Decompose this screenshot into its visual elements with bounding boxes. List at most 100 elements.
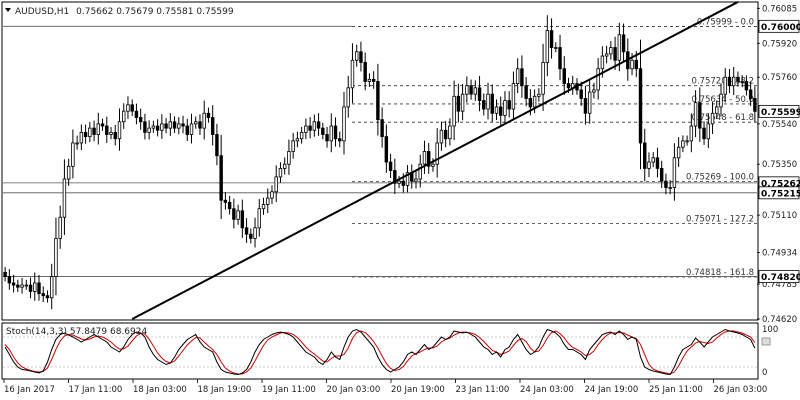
x-tick-label: 24 Jan 19:00 — [585, 385, 639, 395]
candle-body — [524, 85, 528, 99]
candle-body — [261, 204, 266, 210]
candle-body — [155, 125, 160, 131]
candle-body — [604, 53, 609, 57]
stoch-main-line — [4, 328, 756, 376]
candle-body — [528, 98, 533, 108]
candle-body — [130, 104, 134, 112]
candle-body — [698, 102, 702, 129]
candle-body — [490, 93, 494, 114]
price-tag-label: 0.74820 — [761, 273, 800, 283]
candle-body — [499, 106, 503, 116]
candle-body — [122, 110, 126, 123]
price-tag-box — [758, 19, 800, 33]
candle-body — [397, 180, 401, 184]
x-tick-label: 19 Jan 11:00 — [262, 385, 316, 395]
candle-body — [54, 238, 58, 277]
candle-body — [549, 30, 554, 48]
price-tag-box — [758, 270, 800, 283]
candle-body — [20, 284, 24, 288]
candle-body — [62, 178, 67, 218]
candle-body — [731, 76, 736, 87]
price-axis: 0.76085 0.75920 0.75760 0.75540 0.75350 0.751… — [757, 4, 797, 325]
candle-body — [740, 81, 744, 83]
candle-body — [482, 100, 486, 110]
candle-body — [562, 68, 566, 84]
candle-body — [507, 100, 511, 110]
candle-body — [282, 163, 287, 169]
oscillator-level-0: 0 — [762, 368, 767, 378]
candle-body — [202, 112, 206, 129]
candle-body — [367, 78, 372, 82]
candle-body — [503, 100, 507, 116]
trendline-group — [131, 1, 739, 320]
candle-body — [473, 87, 478, 95]
candle-body — [354, 51, 359, 61]
candle-body — [266, 197, 270, 205]
candle-body — [477, 87, 482, 101]
x-tick-label: 25 Jan 11:00 — [649, 385, 703, 395]
candle-body — [16, 284, 20, 288]
fib-level-label: 0.75634 - 50.0 — [691, 95, 754, 105]
candle-body — [566, 83, 571, 89]
fib-level-label: 0.75720 - 38.2 — [691, 77, 754, 87]
candle-body — [295, 138, 300, 142]
candle-body — [79, 131, 84, 144]
candle-body — [359, 51, 363, 63]
candle-body — [380, 119, 384, 138]
candle-body — [308, 125, 312, 131]
candle-body — [325, 134, 329, 142]
candle-body — [210, 117, 215, 135]
oscillator-level-100: 100 — [762, 325, 778, 335]
x-tick-label: 17 Jan 11:00 — [69, 385, 123, 395]
x-tick-label: 18 Jan 19:00 — [198, 385, 252, 395]
fib-level-label: 0.75269 - 100.0 — [686, 172, 754, 182]
candle-body — [50, 276, 54, 299]
candle-body — [469, 85, 473, 95]
candle-body — [253, 227, 257, 239]
candle-body — [630, 59, 634, 70]
candle-body — [719, 93, 723, 108]
candle-body — [494, 106, 499, 114]
candle-body — [304, 125, 308, 133]
candle-body — [414, 178, 418, 182]
symbol-label: AUDUSD,H1 0.75662 0.75679 0.75581 0.7559… — [15, 7, 234, 17]
candle-body — [270, 191, 274, 199]
candle-body — [227, 201, 232, 210]
price-tag-label: 0.75599 — [761, 108, 800, 118]
candle-body — [274, 176, 278, 193]
candle-body — [643, 142, 647, 169]
price-tag-label: 0.76000 — [761, 23, 800, 33]
candle-body — [609, 47, 613, 55]
candle-body — [299, 131, 304, 140]
candle-body — [143, 121, 147, 133]
candle-body — [329, 125, 333, 142]
candle-body — [109, 131, 113, 135]
candle-body — [545, 30, 550, 63]
candle-body — [160, 123, 164, 131]
candle-body — [66, 165, 71, 180]
symbol-dropdown-icon[interactable] — [5, 8, 11, 12]
candle-body — [138, 117, 143, 123]
candle-body — [37, 282, 41, 294]
candle-body — [693, 102, 698, 127]
candle-body — [668, 187, 672, 189]
candle-body — [45, 295, 50, 299]
candle-body — [88, 127, 92, 138]
oscillator-minimize-icon[interactable] — [761, 337, 771, 346]
x-tick-label: 20 Jan 03:00 — [327, 385, 381, 395]
candle-body — [371, 78, 376, 82]
candle-body — [342, 106, 346, 142]
candle-body — [541, 61, 545, 95]
candle-body — [685, 140, 689, 143]
candle-body — [655, 157, 660, 169]
candle-body — [168, 121, 173, 129]
candle-body — [393, 170, 397, 184]
candle-body — [223, 199, 228, 203]
candle-body — [249, 233, 253, 239]
candle-body — [753, 98, 757, 112]
candle-body — [24, 284, 29, 287]
candle-body — [206, 112, 211, 118]
candle-body — [28, 284, 33, 292]
